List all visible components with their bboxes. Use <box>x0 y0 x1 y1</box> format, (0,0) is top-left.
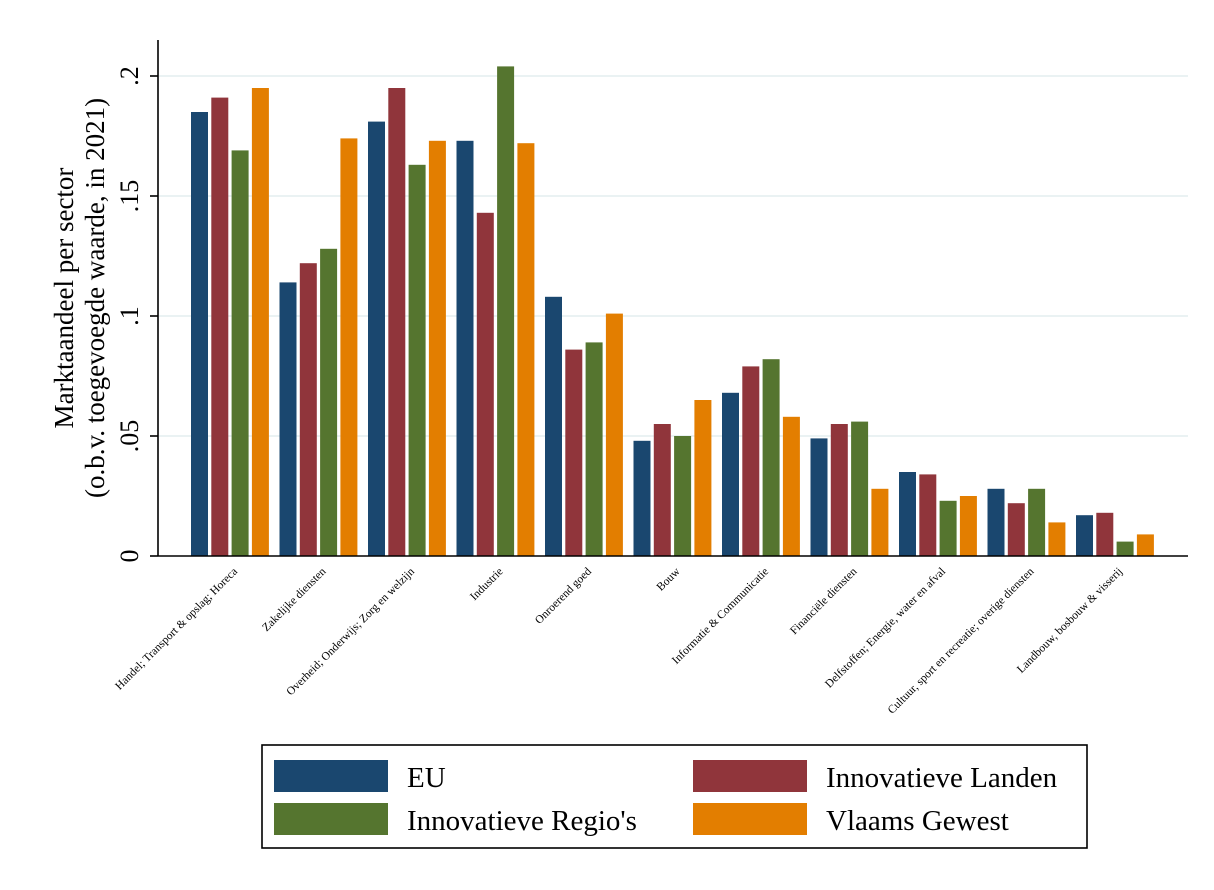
bar <box>988 489 1005 556</box>
bar <box>457 141 474 556</box>
x-tick-label: Handel; Transport & opslag; Horeca <box>113 566 240 693</box>
x-tick-label: Financiële diensten <box>788 565 860 637</box>
bar <box>368 122 385 556</box>
legend-label: Innovatieve Regio's <box>407 805 637 837</box>
legend-label: Vlaams Gewest <box>826 805 1009 837</box>
bar <box>674 436 691 556</box>
bar <box>191 112 208 556</box>
bar <box>300 263 317 556</box>
y-axis-label: Marktaandeel per sector (o.b.v. toegevoeg… <box>49 98 110 498</box>
bar <box>654 424 671 556</box>
x-tick-label: Industrie <box>468 566 505 603</box>
y-tick-label: .05 <box>115 420 144 453</box>
bar <box>742 366 759 556</box>
bar <box>831 424 848 556</box>
bar <box>1117 542 1134 556</box>
x-tick-label: Bouw <box>655 565 683 593</box>
bar <box>871 489 888 556</box>
bar <box>477 213 494 556</box>
y-axis-label-line: Marktaandeel per sector <box>49 168 79 429</box>
bar <box>634 441 651 556</box>
bar <box>320 249 337 556</box>
bar <box>940 501 957 556</box>
bar <box>694 400 711 556</box>
bars <box>191 66 1154 556</box>
bar <box>280 282 297 556</box>
bar <box>545 297 562 556</box>
bar <box>606 314 623 556</box>
bar <box>919 474 936 556</box>
y-tick-label: .15 <box>115 180 144 213</box>
bar <box>1096 513 1113 556</box>
bar <box>811 438 828 556</box>
x-tick-label: Onroerend goed <box>533 565 594 626</box>
bar <box>409 165 426 556</box>
y-axis-label-line: (o.b.v. toegevoegde waarde, in 2021) <box>80 98 110 498</box>
legend-swatch <box>274 803 388 835</box>
bar <box>388 88 405 556</box>
y-tick-label: .2 <box>115 66 144 86</box>
bar <box>211 98 228 556</box>
bar <box>565 350 582 556</box>
x-tick-label: Informatie & Communicatie <box>670 566 771 667</box>
legend: EU Innovatieve Landen Innovatieve Regio's V… <box>262 745 1087 848</box>
bar <box>252 88 269 556</box>
legend-swatch <box>693 760 807 792</box>
x-tick-label: Landbouw, bosbouw & visserij <box>1015 566 1125 676</box>
bar <box>1048 522 1065 556</box>
legend-swatch <box>274 760 388 792</box>
x-tick-label: Cultuur, sport en recreatie; overige die… <box>886 565 1037 716</box>
bar <box>517 143 534 556</box>
y-ticks: 0 .05 .1 .15 .2 <box>115 66 158 562</box>
legend-label: EU <box>407 762 446 794</box>
bar <box>722 393 739 556</box>
bar <box>783 417 800 556</box>
x-tick-label: Zakelijke diensten <box>260 565 328 633</box>
y-tick-label: 0 <box>115 550 144 563</box>
bar <box>232 150 249 556</box>
bar <box>429 141 446 556</box>
bar <box>851 422 868 556</box>
bar <box>899 472 916 556</box>
bar <box>340 138 357 556</box>
y-tick-label: .1 <box>115 306 144 326</box>
bar <box>1028 489 1045 556</box>
bar <box>1076 515 1093 556</box>
bar <box>497 66 514 556</box>
bar <box>586 342 603 556</box>
legend-label: Innovatieve Landen <box>826 762 1058 794</box>
bar <box>1008 503 1025 556</box>
x-tick-labels: Handel; Transport & opslag; Horeca Zakeli… <box>113 565 1125 716</box>
bar <box>960 496 977 556</box>
legend-swatch <box>693 803 807 835</box>
bar <box>763 359 780 556</box>
bar <box>1137 534 1154 556</box>
